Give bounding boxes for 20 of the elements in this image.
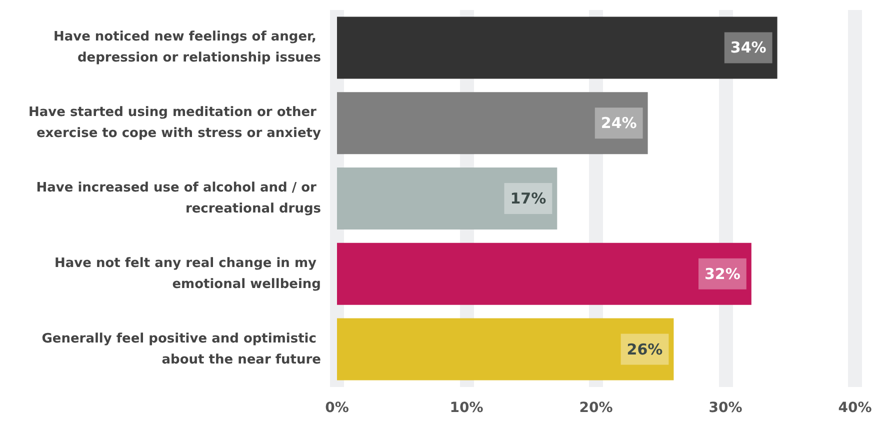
data-label: 24% — [600, 114, 637, 132]
y-tick-label: Have increased use of alcohol and / or recreational drugs — [36, 180, 322, 216]
bar — [337, 168, 558, 230]
bar — [337, 318, 674, 380]
x-tick-label: 0% — [325, 400, 349, 416]
data-label: 34% — [730, 38, 766, 57]
data-label: 32% — [704, 264, 740, 283]
x-tick-label: 40% — [838, 400, 872, 416]
y-tick-label: Have started using meditation or other exercise to cope with stress or anxiety — [28, 105, 322, 142]
y-tick-label: Generally feel positive and optimistic about the near future — [42, 331, 322, 368]
y-tick-label: Have noticed new feelings of anger, depression or relationship issues — [53, 30, 322, 66]
data-label: 17% — [510, 190, 546, 208]
x-tick-label: 30% — [708, 400, 742, 416]
data-label: 26% — [626, 340, 663, 358]
y-tick-label: Have not felt any real change in my emotional wellbeing — [54, 256, 321, 292]
bar — [337, 92, 648, 154]
bar — [337, 242, 752, 305]
bar — [337, 16, 778, 79]
x-tick-label: 20% — [579, 400, 613, 416]
x-tick-label: 10% — [450, 400, 484, 416]
